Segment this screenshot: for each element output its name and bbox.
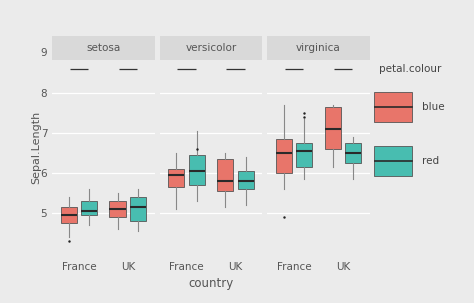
PathPatch shape — [325, 107, 341, 149]
Text: versicolor: versicolor — [185, 43, 237, 53]
FancyBboxPatch shape — [267, 36, 370, 60]
Y-axis label: Sepal.Length: Sepal.Length — [31, 110, 42, 184]
PathPatch shape — [237, 171, 254, 189]
PathPatch shape — [130, 197, 146, 221]
PathPatch shape — [81, 201, 97, 215]
PathPatch shape — [168, 169, 184, 187]
Text: blue: blue — [422, 102, 445, 112]
Text: NS.: NS. — [201, 38, 221, 51]
PathPatch shape — [109, 201, 126, 217]
FancyBboxPatch shape — [52, 36, 155, 60]
PathPatch shape — [61, 207, 77, 223]
PathPatch shape — [345, 143, 361, 163]
Text: virginica: virginica — [296, 43, 341, 53]
PathPatch shape — [296, 143, 312, 167]
Text: red: red — [422, 155, 439, 166]
FancyBboxPatch shape — [374, 92, 412, 122]
Text: NS.: NS. — [93, 38, 113, 51]
PathPatch shape — [276, 139, 292, 173]
Text: petal.colour: petal.colour — [379, 64, 442, 74]
X-axis label: country: country — [188, 277, 234, 290]
FancyBboxPatch shape — [160, 36, 262, 60]
FancyBboxPatch shape — [374, 145, 412, 176]
Text: NS.: NS. — [309, 38, 328, 51]
PathPatch shape — [217, 159, 233, 191]
Text: setosa: setosa — [86, 43, 120, 53]
PathPatch shape — [189, 155, 205, 185]
